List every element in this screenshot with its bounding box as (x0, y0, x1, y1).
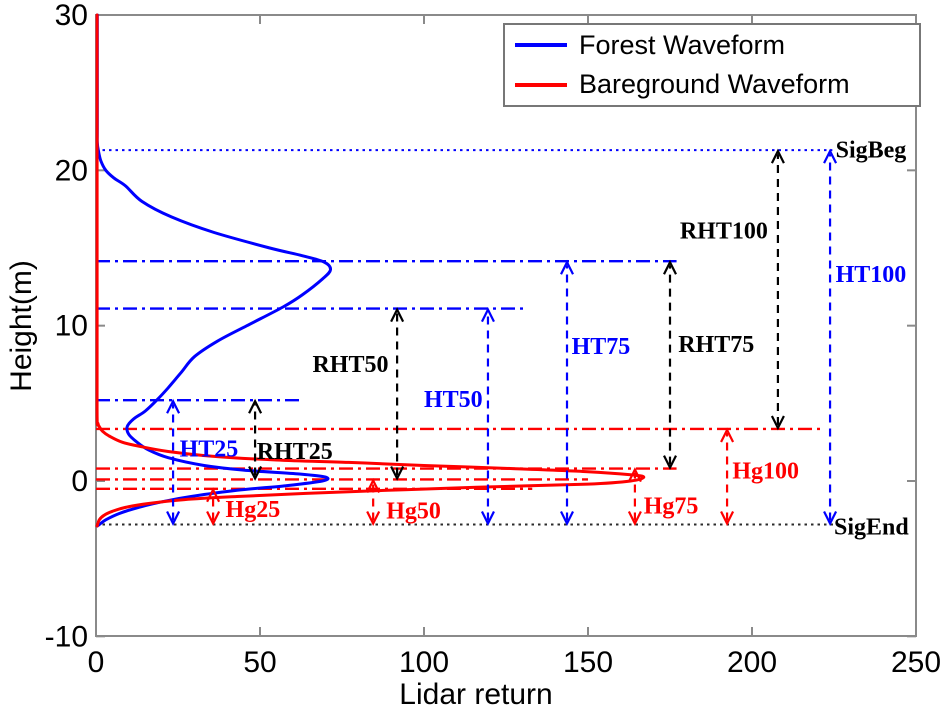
hg100-arrow (720, 427, 735, 526)
hg25-arrow-up-arrowhead-icon (206, 487, 221, 503)
rht50-arrow (390, 307, 405, 481)
ht75-arrow-down-arrowhead-icon (560, 511, 574, 526)
legend: Forest Waveform Bareground Waveform (503, 23, 921, 107)
rht75-arrow (663, 259, 677, 471)
rht50-arrow-down-arrowhead-icon (390, 465, 405, 481)
hg100-arrow-down-arrowhead-icon (720, 511, 735, 526)
ht100-arrow (823, 148, 838, 526)
rht75-arrow-down-arrowhead-icon (663, 455, 677, 471)
metric-arrows (166, 148, 838, 526)
ht100-arrow-down-arrowhead-icon (823, 511, 838, 526)
rht100-arrow-up-arrowhead-icon (770, 148, 785, 164)
hg100-arrow-up-arrowhead-icon (720, 427, 735, 443)
rht75-label: RHT75 (678, 332, 754, 358)
hg100-label: Hg100 (732, 458, 799, 484)
sigbeg-label: SigBeg (836, 138, 907, 164)
ht25-arrow-up-arrowhead-icon (166, 398, 181, 414)
rht25-label: RHT25 (257, 439, 333, 465)
metric-labels: HT25 RHT25 Hg25 Hg50 RHT50 HT50 HT75 RHT75 Hg75 H… (180, 138, 910, 541)
hg75-arrow (627, 467, 642, 526)
ht50-arrow-up-arrowhead-icon (480, 307, 495, 323)
ht75-arrow-up-arrowhead-icon (560, 259, 574, 275)
ht75-arrow (560, 259, 574, 526)
axes (95, 14, 917, 638)
ht50-label: HT50 (424, 387, 483, 413)
bareground-line-sample (515, 82, 567, 87)
rht100-label: RHT100 (680, 218, 768, 244)
forest-line-sample (515, 43, 567, 48)
x-tick-label: 0 (88, 646, 105, 679)
y-tick-label: -10 (45, 620, 88, 653)
x-tick-label: 200 (727, 646, 777, 679)
hg50-arrow-down-arrowhead-icon (366, 511, 381, 526)
ht25-label: HT25 (180, 437, 239, 463)
x-axis-title: Lidar return (399, 678, 553, 709)
ht75-label: HT75 (572, 334, 631, 360)
rht75-arrow-up-arrowhead-icon (663, 259, 677, 275)
ht100-label: HT100 (836, 262, 907, 288)
hg25-arrow-down-arrowhead-icon (206, 511, 221, 526)
ht100-arrow-up-arrowhead-icon (823, 148, 838, 164)
hg75-label: Hg75 (644, 493, 699, 519)
y-tick-label: 0 (71, 465, 88, 498)
forest-waveform-curve (95, 13, 333, 528)
legend-item-forest: Forest Waveform (515, 26, 919, 64)
bareground-waveform-curve (95, 13, 646, 528)
plot-border (95, 14, 917, 637)
legend-label-forest: Forest Waveform (579, 29, 786, 60)
rht50-label: RHT50 (312, 352, 388, 378)
sigend-label: SigEnd (834, 514, 909, 540)
x-tick-label: 50 (243, 646, 276, 679)
hg50-arrow-up-arrowhead-icon (366, 477, 381, 493)
hg75-arrow-up-arrowhead-icon (627, 467, 642, 483)
waveform-curves (95, 13, 646, 528)
legend-label-bareground: Bareground Waveform (579, 69, 850, 100)
rht25-arrow (248, 398, 263, 481)
hg50-arrow (366, 477, 381, 526)
legend-item-bareground: Bareground Waveform (515, 66, 919, 104)
hg25-arrow (206, 487, 221, 526)
rht25-arrow-down-arrowhead-icon (248, 465, 263, 481)
ht50-arrow (480, 307, 495, 526)
x-tick-label: 100 (399, 646, 449, 679)
rht25-arrow-up-arrowhead-icon (248, 398, 263, 414)
x-tick-label: 250 (891, 646, 941, 679)
hg25-label: Hg25 (226, 497, 281, 523)
hg75-arrow-down-arrowhead-icon (627, 511, 642, 526)
ht25-arrow-down-arrowhead-icon (166, 511, 181, 526)
y-axis-title: Height(m) (5, 260, 38, 392)
x-tick-label: 150 (563, 646, 613, 679)
ht25-arrow (166, 398, 181, 526)
rht100-arrow-down-arrowhead-icon (770, 415, 785, 431)
hg50-label: Hg50 (386, 499, 441, 525)
rht100-arrow (770, 148, 785, 431)
rht50-arrow-up-arrowhead-icon (390, 307, 405, 323)
y-tick-label: 30 (55, 0, 88, 32)
y-tick-label: 20 (55, 154, 88, 187)
ht50-arrow-down-arrowhead-icon (480, 511, 495, 526)
y-tick-label: 10 (55, 310, 88, 343)
